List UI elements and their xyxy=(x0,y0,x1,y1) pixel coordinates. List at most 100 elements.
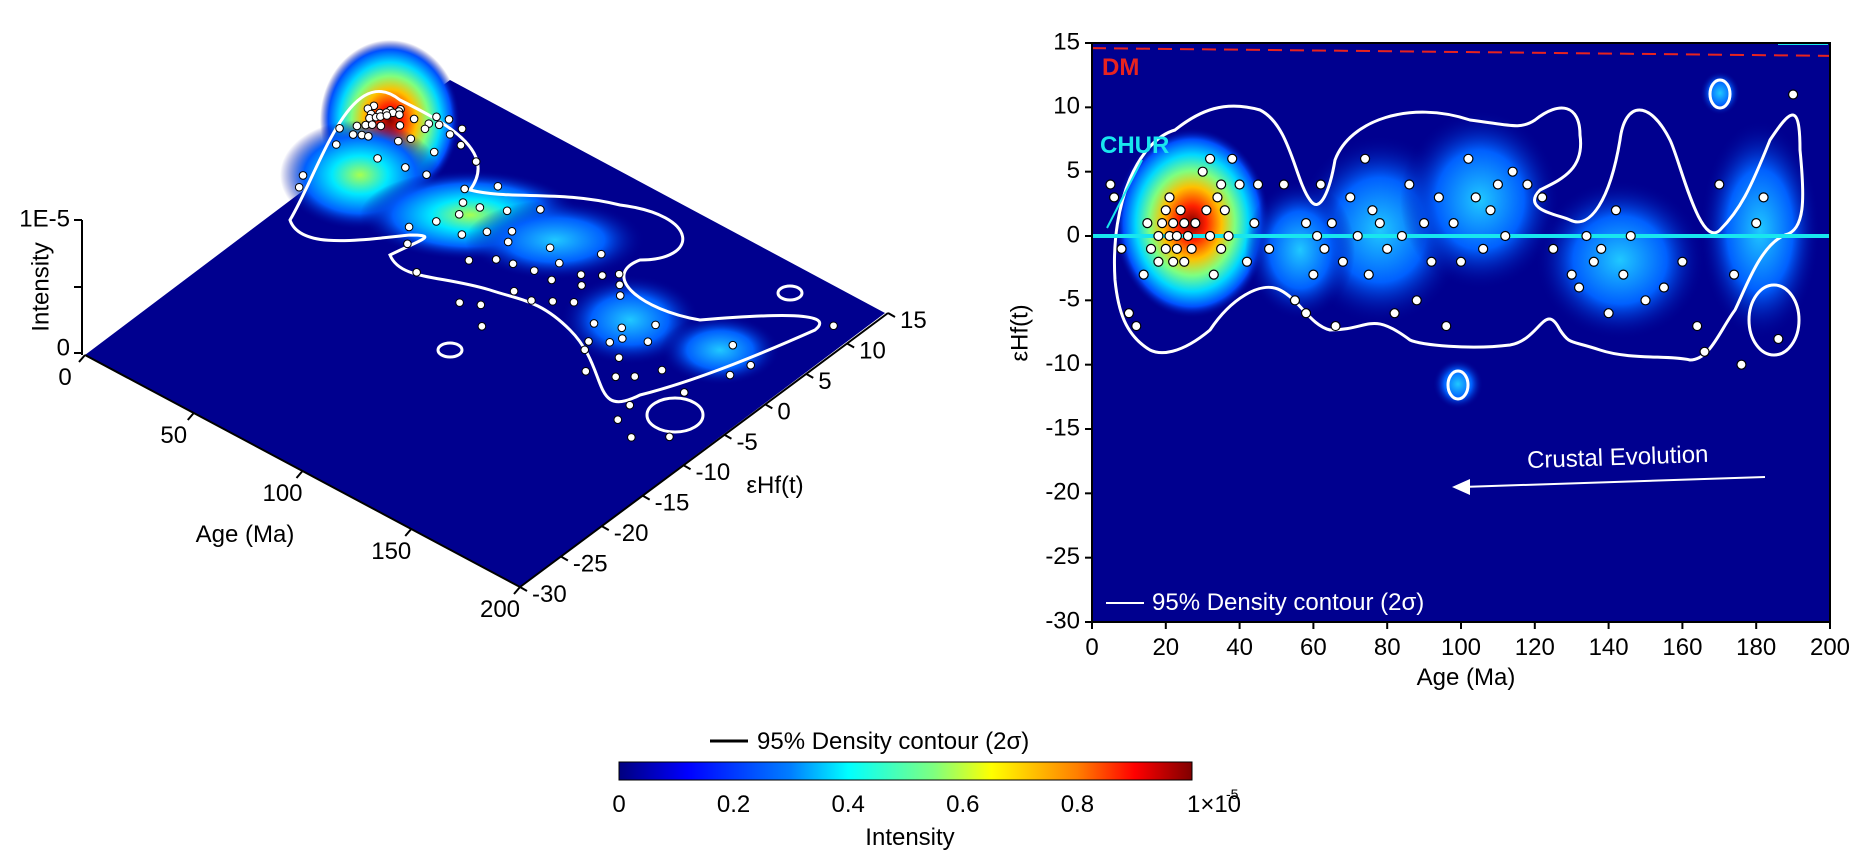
crustal-evolution-arrowhead xyxy=(1452,479,1470,495)
data-point xyxy=(1278,179,1289,190)
surface-point xyxy=(617,323,627,333)
data-point xyxy=(1330,320,1341,332)
y-tick-label: 5 xyxy=(1067,157,1080,184)
surface-point xyxy=(393,136,403,146)
age-tick-label-3d: 100 xyxy=(262,480,302,507)
density-blobs xyxy=(1114,71,1820,409)
colorbar-panel: 95% Density contour (2σ) 0 0.2 0.4 0.6 0.8 1×… xyxy=(612,728,1241,851)
x-tick-label: 80 xyxy=(1374,634,1401,661)
surface-point xyxy=(476,300,486,310)
ehf-tick-label-3d: 0 xyxy=(777,398,790,425)
surface-point xyxy=(294,182,304,192)
surface-point xyxy=(404,222,414,232)
crustal-evolution-label: Crustal Evolution xyxy=(1527,441,1709,474)
age-tick-3d xyxy=(78,354,86,363)
colorbar xyxy=(618,761,1193,781)
surface-density-blobs xyxy=(280,40,780,385)
data-point xyxy=(1610,205,1622,216)
ehf-tick-3d xyxy=(642,494,651,501)
surface-point xyxy=(475,203,485,212)
data-point xyxy=(1389,308,1400,319)
age-tick-label-3d: 0 xyxy=(58,364,71,391)
data-point xyxy=(1326,218,1337,229)
surface-point xyxy=(527,296,536,305)
ehf-tick-3d xyxy=(683,464,692,471)
surface-point xyxy=(643,337,653,346)
ehf-tick-3d xyxy=(723,433,732,440)
data-point xyxy=(1537,192,1548,203)
data-point xyxy=(1204,230,1216,242)
data-point xyxy=(1123,308,1135,319)
data-point xyxy=(1116,243,1127,254)
surface-point xyxy=(618,334,627,343)
surface-point xyxy=(576,270,586,280)
data-point xyxy=(1182,230,1194,242)
chur-label: CHUR xyxy=(1100,132,1169,159)
data-point xyxy=(1300,308,1312,319)
ehf-tick-3d xyxy=(846,342,855,349)
ehf-tick-label-3d: -25 xyxy=(573,551,608,578)
data-point xyxy=(1171,243,1182,254)
data-point xyxy=(1201,205,1212,216)
data-point xyxy=(1492,179,1504,190)
data-point xyxy=(1337,256,1349,267)
data-point xyxy=(1160,243,1171,254)
surface-point xyxy=(403,239,412,249)
data-point xyxy=(1418,218,1430,229)
data-point xyxy=(1223,230,1234,242)
surface-point xyxy=(457,124,467,134)
z-tick-label: 0 xyxy=(57,334,70,361)
colorbar-tick-label: 0.6 xyxy=(946,791,979,818)
x-tick-label: 40 xyxy=(1226,634,1253,661)
z-tick-label: 1E-5 xyxy=(19,205,70,232)
crustal-evolution-arrow xyxy=(1461,476,1766,488)
contour-island xyxy=(1446,369,1470,401)
data-point xyxy=(1411,295,1422,306)
data-point xyxy=(1168,218,1179,229)
data-point xyxy=(1212,192,1223,203)
colorbar-legend-label: 95% Density contour (2σ) xyxy=(757,728,1029,755)
surface-point xyxy=(613,415,623,424)
surface-point xyxy=(406,134,416,144)
surface-point xyxy=(581,366,591,376)
data-point xyxy=(1138,269,1149,280)
surface-point xyxy=(536,205,545,214)
surface-point xyxy=(382,111,392,120)
ehf-tick-label-3d: -20 xyxy=(614,520,649,547)
surface-point xyxy=(471,157,481,166)
ehf-tick-label-3d: -15 xyxy=(655,490,690,517)
data-point xyxy=(1677,256,1688,267)
y-tick-label: -15 xyxy=(1045,414,1080,441)
age-tick-3d xyxy=(404,528,413,537)
density-2d-panel: DM CHUR Crustal Evolution 95% Density co… xyxy=(1006,28,1850,691)
y-axis-ticks: 15 10 5 0 -5 -10 -15 -20 -25 -30 xyxy=(1045,28,1092,634)
data-point xyxy=(1227,153,1238,164)
age-tick-label-3d: 50 xyxy=(160,422,187,449)
data-point xyxy=(1109,192,1120,203)
colorbar-tick-label: 0 xyxy=(612,791,625,818)
surface-point xyxy=(460,184,469,194)
data-point xyxy=(1300,218,1312,229)
data-point xyxy=(1153,256,1164,267)
data-point xyxy=(1751,218,1762,229)
data-point xyxy=(1160,205,1171,216)
ehf-axis-3d xyxy=(519,312,889,588)
ehf-axis-3d-label: εHf(t) xyxy=(746,472,803,499)
surface-point xyxy=(746,360,756,370)
surface-points xyxy=(294,101,838,442)
density-contour xyxy=(1112,104,1805,362)
data-point xyxy=(1596,243,1607,254)
surface-contour-island xyxy=(645,396,705,434)
surface-point xyxy=(429,147,439,157)
data-point xyxy=(1308,269,1319,280)
y-tick-label: 10 xyxy=(1053,93,1080,120)
data-point xyxy=(1396,230,1408,242)
colorbar-exponent: -5 xyxy=(1226,786,1239,802)
surface-point xyxy=(605,337,615,347)
data-point xyxy=(1714,179,1725,190)
ehf-tick-3d xyxy=(805,373,814,379)
data-point xyxy=(1522,179,1533,190)
surface-point xyxy=(596,249,606,259)
surface-point xyxy=(477,322,487,331)
